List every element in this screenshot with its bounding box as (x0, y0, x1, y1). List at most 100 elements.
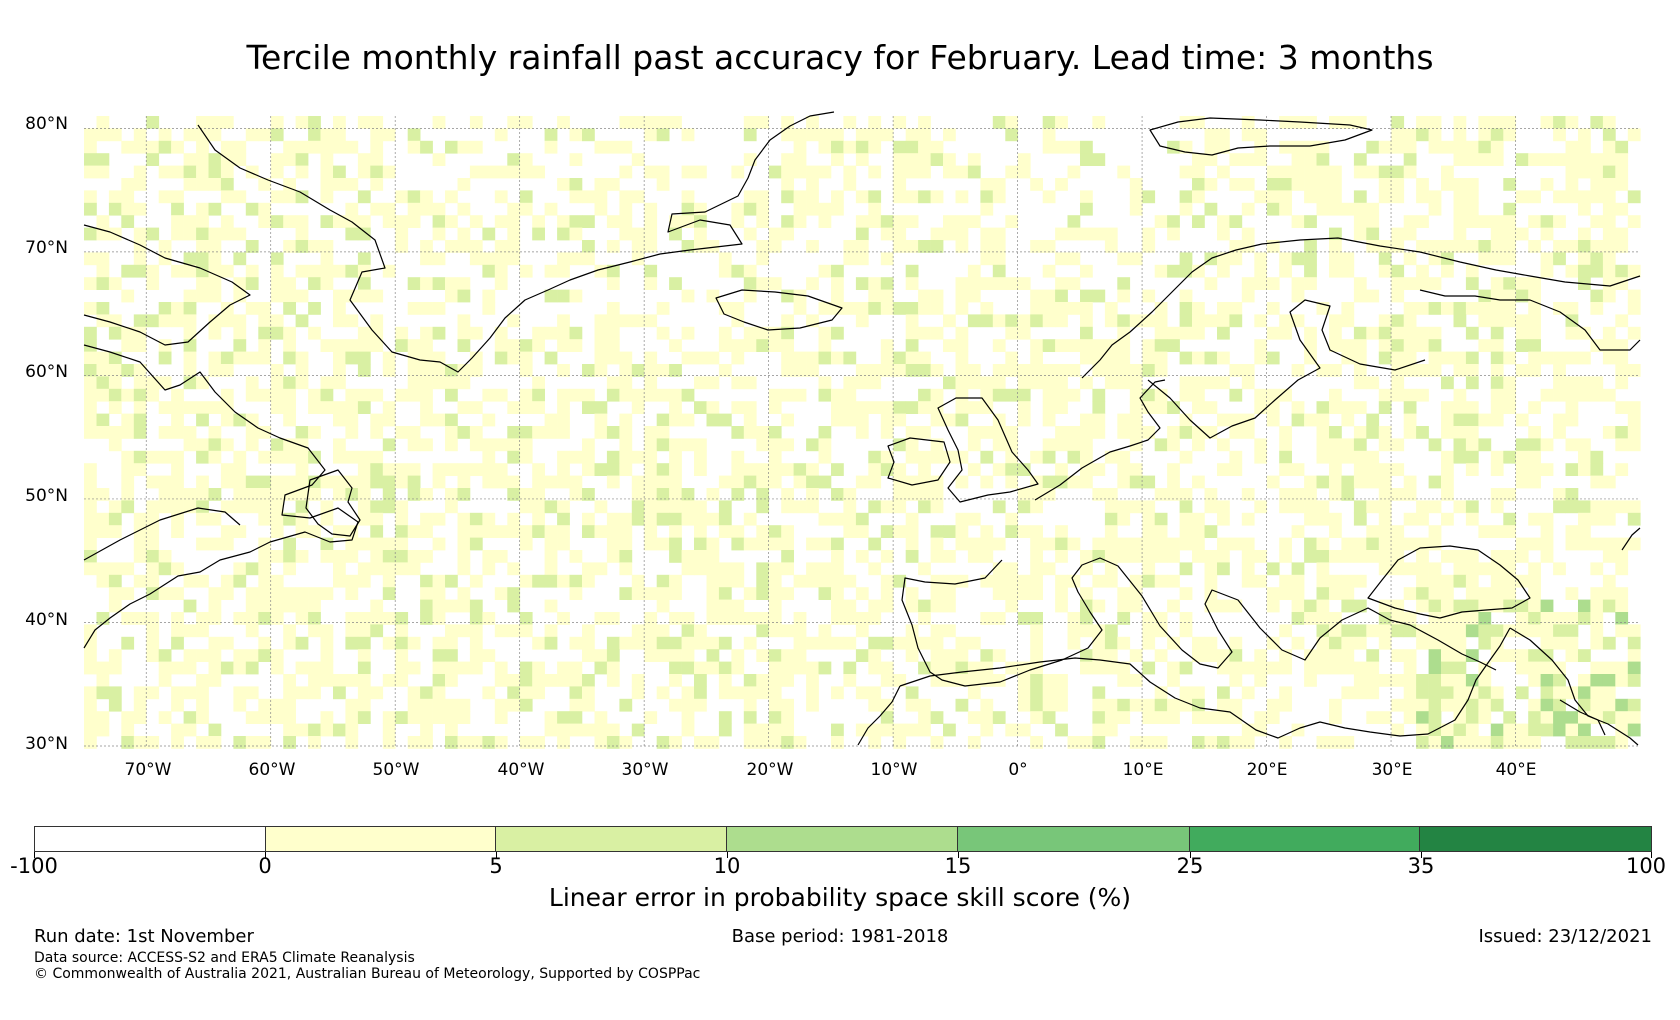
skill-cell (1602, 277, 1616, 290)
skill-cell (96, 351, 110, 365)
skill-cell (494, 587, 508, 600)
skill-cell (258, 574, 272, 588)
skill-cell (1515, 736, 1529, 749)
skill-cell (457, 240, 471, 253)
skill-cell (469, 401, 483, 414)
skill-cell (644, 587, 658, 600)
skill-cell (1441, 574, 1454, 588)
skill-cell (320, 339, 334, 352)
skill-cell (258, 128, 272, 142)
skill-cell (196, 736, 209, 749)
skill-cell (669, 388, 682, 402)
skill-cell (930, 587, 944, 600)
skill-cell (457, 624, 471, 638)
skill-cell (432, 711, 446, 724)
skill-cell (1316, 636, 1330, 650)
skill-cell (905, 550, 919, 563)
skill-cell (631, 314, 645, 328)
skill-cell (295, 240, 309, 253)
skill-cell (1055, 475, 1068, 489)
skill-cell (1192, 475, 1205, 489)
skill-cell (1192, 116, 1205, 129)
skill-cell (507, 599, 521, 613)
skill-cell (544, 426, 558, 439)
skill-cell (1578, 388, 1591, 402)
skill-cell (880, 227, 894, 241)
skill-cell (333, 723, 346, 737)
skill-cell (283, 289, 296, 303)
skill-cell (743, 426, 757, 439)
skill-cell (171, 698, 184, 712)
skill-cell (631, 475, 645, 489)
skill-cell (1030, 550, 1043, 563)
skill-cell (1391, 723, 1405, 737)
skill-cell (1167, 599, 1180, 613)
skill-cell (1129, 736, 1143, 749)
skill-cell (1254, 401, 1268, 414)
skill-cell (1279, 587, 1292, 600)
skill-cell (1490, 736, 1504, 749)
skill-cell (146, 388, 160, 402)
skill-cell (1540, 525, 1554, 538)
skill-cell (469, 116, 483, 129)
skill-cell (1030, 500, 1043, 514)
skill-cell (1241, 240, 1255, 253)
skill-cell (457, 711, 471, 724)
skill-cell (220, 388, 234, 402)
skill-cell (1615, 736, 1629, 749)
skill-cell (1042, 376, 1056, 390)
skill-cell (1490, 488, 1504, 501)
skill-cell (1030, 711, 1043, 724)
skill-cell (943, 165, 956, 179)
skill-cell (1154, 264, 1168, 278)
skill-cell (656, 599, 670, 613)
skill-cell (133, 698, 147, 712)
skill-cell (1391, 364, 1405, 377)
skill-cell (345, 636, 359, 650)
skill-cell (133, 264, 147, 278)
skill-cell (1441, 140, 1454, 154)
skill-cell (1416, 674, 1429, 687)
skill-cell (1353, 475, 1367, 489)
skill-cell (557, 537, 570, 551)
skill-cell (469, 165, 483, 179)
skill-cell (606, 277, 620, 290)
skill-cell (1528, 314, 1541, 328)
skill-cell (1615, 661, 1629, 675)
skill-cell (494, 711, 508, 724)
skill-cell (370, 537, 384, 551)
skill-cell (1142, 612, 1156, 625)
colorbar-tick (1190, 852, 1191, 858)
skill-cell (1503, 599, 1517, 613)
skill-cell (831, 636, 844, 650)
skill-cell (84, 128, 97, 142)
skill-cell (1254, 388, 1268, 402)
skill-cell (768, 388, 782, 402)
skill-cell (1353, 686, 1367, 700)
skill-cell (245, 686, 259, 700)
skill-cell (183, 339, 197, 352)
skill-cell (1403, 711, 1417, 724)
skill-cell (1403, 227, 1417, 241)
skill-cell (283, 599, 296, 613)
skill-cell (121, 364, 135, 377)
skill-cell (333, 686, 346, 700)
skill-cell (806, 475, 819, 489)
skill-cell (1366, 202, 1380, 216)
skill-cell (283, 686, 296, 700)
skill-cell (1129, 500, 1143, 514)
skill-cell (756, 649, 770, 662)
skill-cell (1416, 736, 1429, 749)
skill-cell (1167, 140, 1180, 154)
skill-cell (1204, 525, 1218, 538)
skill-cell (1092, 686, 1106, 700)
skill-cell (1378, 674, 1392, 687)
skill-cell (619, 512, 633, 526)
skill-cell (1478, 314, 1492, 328)
skill-cell (1428, 116, 1442, 129)
skill-cell (133, 537, 147, 551)
skill-cell (743, 512, 757, 526)
skill-cell (1403, 674, 1417, 687)
skill-cell (208, 364, 222, 377)
skill-cell (295, 264, 309, 278)
